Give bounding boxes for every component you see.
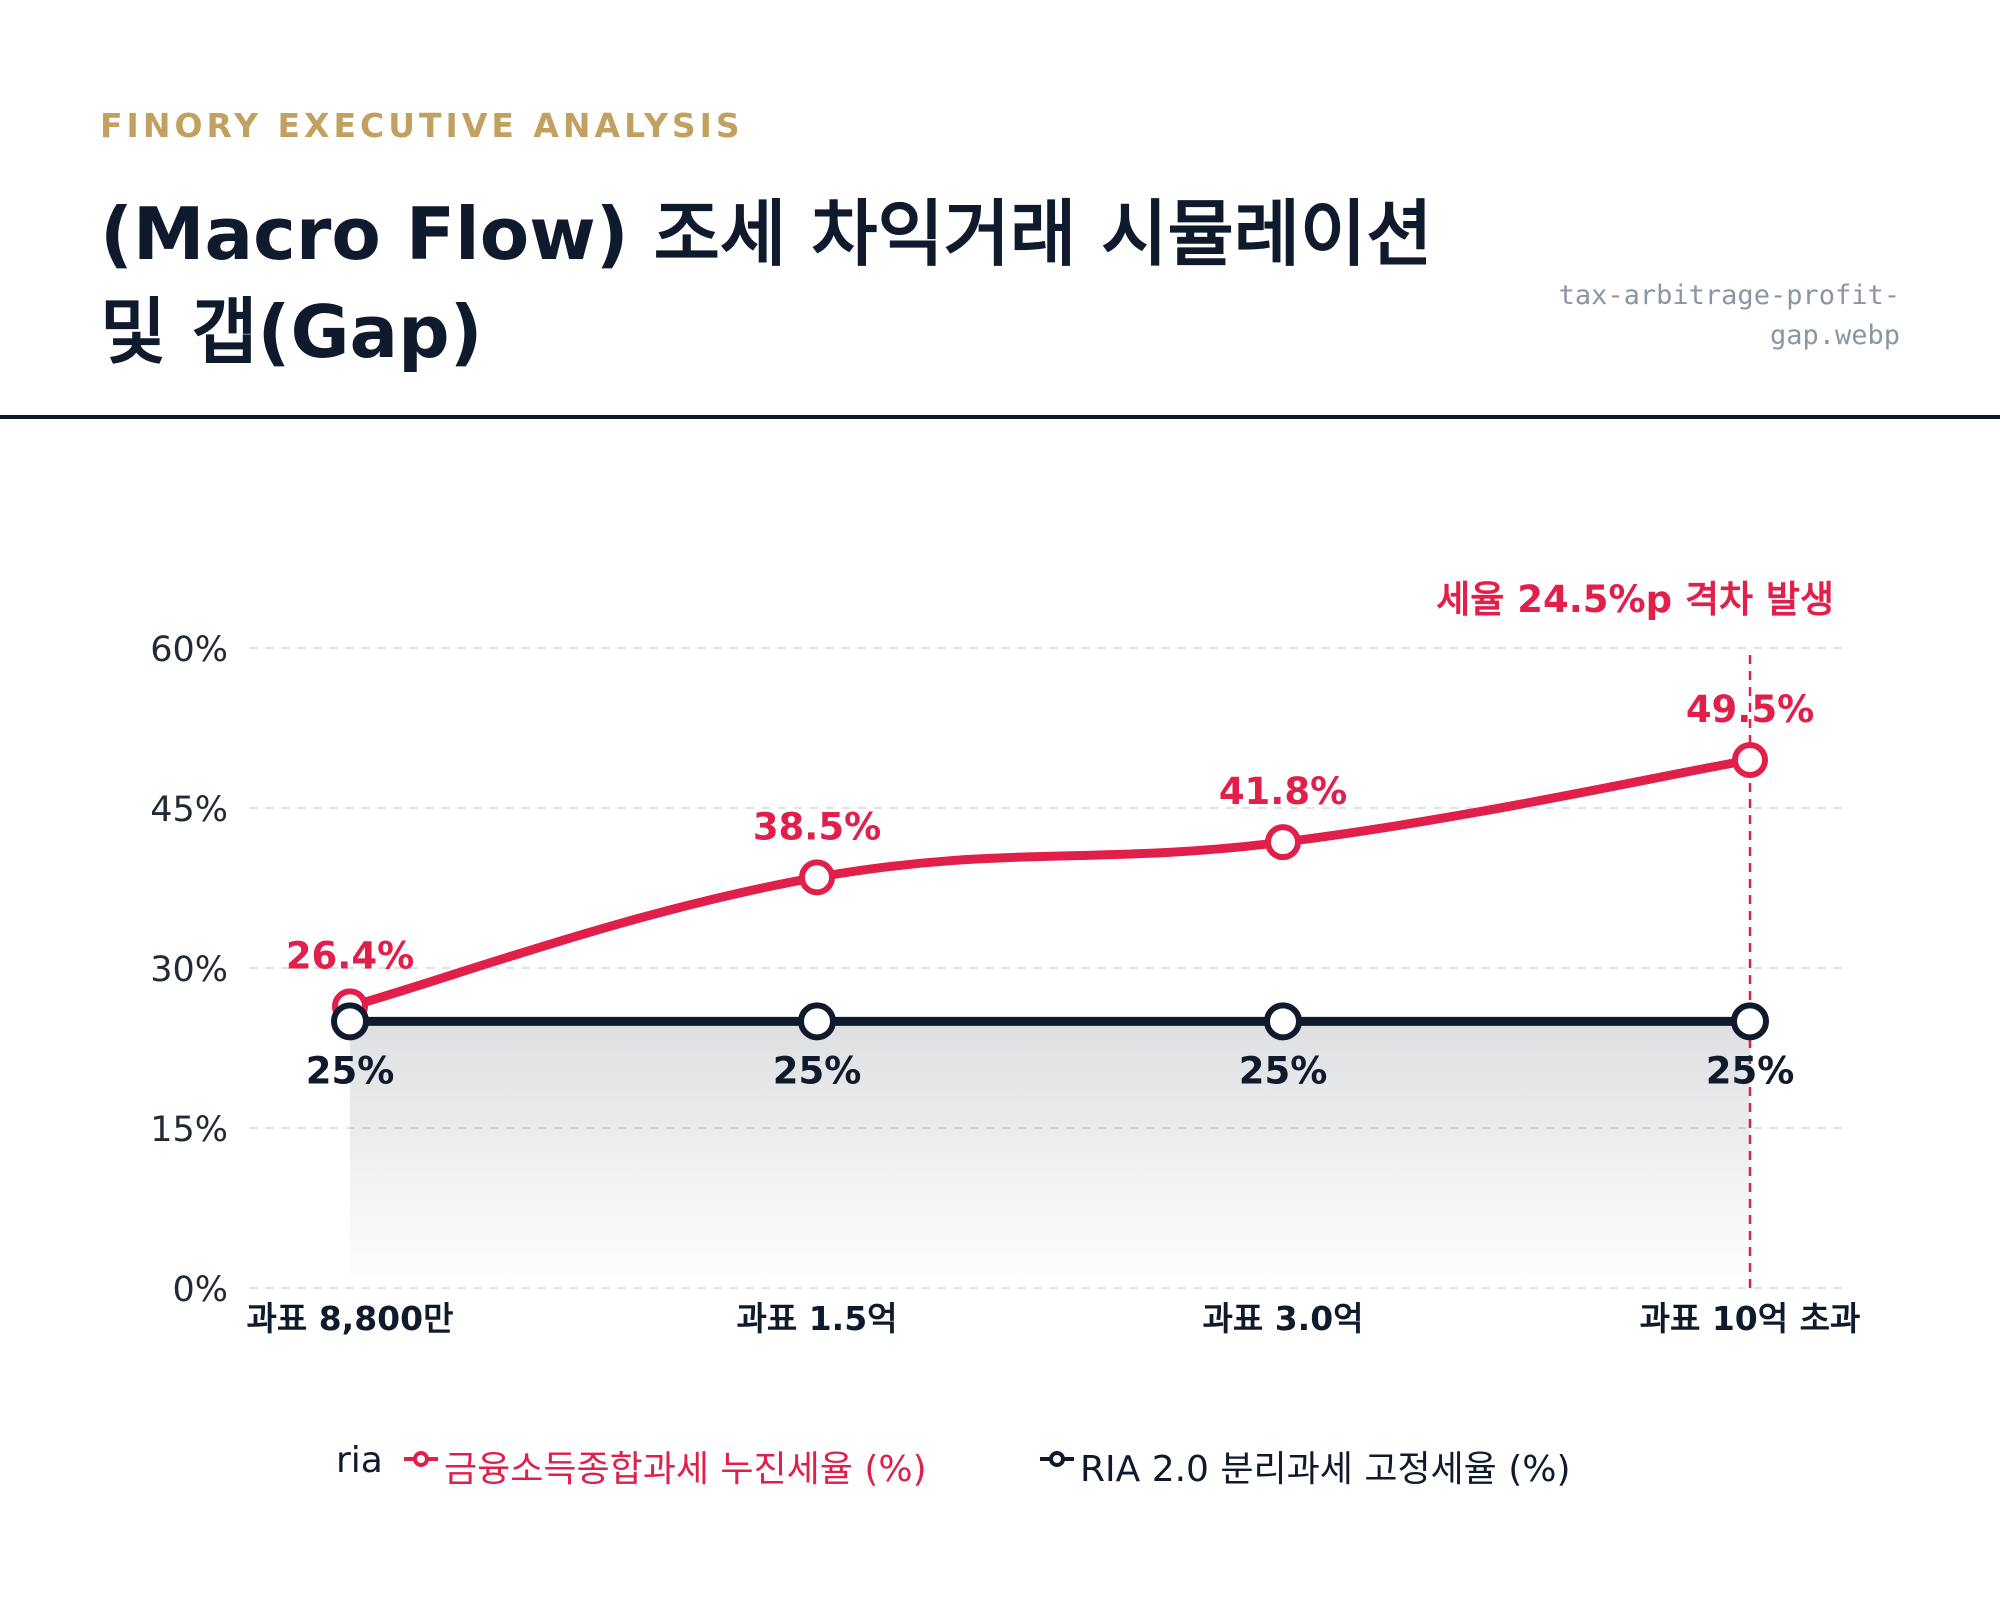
series-line-progressive	[345, 755, 1755, 1011]
fixed-point	[1731, 1002, 1769, 1041]
title-line-1: (Macro Flow) 조세 차익거래 시뮬레이션	[100, 192, 1433, 276]
title-line-2: 및 갭(Gap)	[100, 290, 483, 374]
header-divider	[0, 415, 2000, 419]
progressive-data-label: 41.8%	[1219, 770, 1347, 813]
filename-line-2: gap.webp	[1769, 320, 1900, 351]
legend-label-fixed: RIA 2.0 분리과세 고정세율 (%)	[1080, 1449, 1571, 1490]
progressive-point	[799, 859, 835, 896]
legend-item-fixed[interactable]: RIA 2.0 분리과세 고정세율 (%)	[1040, 1440, 1571, 1492]
filename-line-1: tax-arbitrage-profit-	[1558, 280, 1900, 311]
filename-caption: tax-arbitrage-profit- gap.webp	[1480, 276, 1900, 356]
x-axis: 과표 8,800만 과표 1.5억 과표 3.0억 과표 10억 초과	[247, 1299, 1861, 1338]
y-tick-label: 15%	[150, 1110, 228, 1150]
fixed-data-label: 25%	[773, 1049, 862, 1092]
eyebrow-label: FINORY EXECUTIVE ANALYSIS	[100, 106, 744, 145]
y-tick-label: 30%	[150, 950, 228, 990]
x-tick-label: 과표 1.5억	[736, 1299, 897, 1338]
fixed-data-label: 25%	[306, 1049, 395, 1092]
legend-label-progressive: 금융소득종합과세 누진세율 (%)	[444, 1449, 927, 1490]
chart-legend: ria 금융소득종합과세 누진세율 (%) RIA 2.0 분리과세 고정세율 …	[0, 1440, 2000, 1490]
annotation-layer: 세율 24.5%p 격차 발생	[1436, 578, 1834, 1288]
progressive-point	[1732, 742, 1768, 778]
legend-title: ria	[336, 1440, 383, 1481]
progressive-point	[1265, 824, 1301, 861]
series-layer	[331, 742, 1769, 1041]
legend-title-text: ria	[336, 1440, 383, 1481]
fixed-data-label: 25%	[1239, 1049, 1328, 1092]
progressive-data-label: 49.5%	[1686, 688, 1814, 731]
page-title: (Macro Flow) 조세 차익거래 시뮬레이션 및 갭(Gap)	[100, 185, 1540, 381]
legend-line-marker-icon	[404, 1451, 438, 1467]
fixed-point	[798, 1002, 836, 1041]
y-tick-label: 45%	[150, 790, 228, 830]
legend-line-marker-icon	[1040, 1451, 1074, 1467]
y-axis: 0% 15% 30% 45% 60%	[150, 630, 228, 1310]
fixed-data-label: 25%	[1706, 1049, 1795, 1092]
area-layer	[350, 1021, 1750, 1288]
y-tick-label: 0%	[172, 1270, 228, 1310]
legend-item-progressive[interactable]: 금융소득종합과세 누진세율 (%)	[404, 1440, 927, 1492]
progressive-data-label: 26.4%	[286, 934, 414, 977]
fixed-point	[331, 1002, 369, 1041]
annotation-text: 세율 24.5%p 격차 발생	[1436, 578, 1834, 621]
fixed-rate-area	[350, 1021, 1750, 1288]
fixed-point	[1264, 1002, 1302, 1041]
progressive-data-label: 38.5%	[753, 805, 881, 848]
x-tick-label: 과표 3.0억	[1202, 1299, 1363, 1338]
x-tick-label: 과표 8,800만	[247, 1299, 454, 1338]
x-tick-label: 과표 10억 초과	[1640, 1299, 1861, 1338]
data-label-layer: 26.4% 38.5% 41.8% 49.5% 25% 25% 25% 25%	[286, 688, 1814, 1092]
y-tick-label: 60%	[150, 630, 228, 670]
